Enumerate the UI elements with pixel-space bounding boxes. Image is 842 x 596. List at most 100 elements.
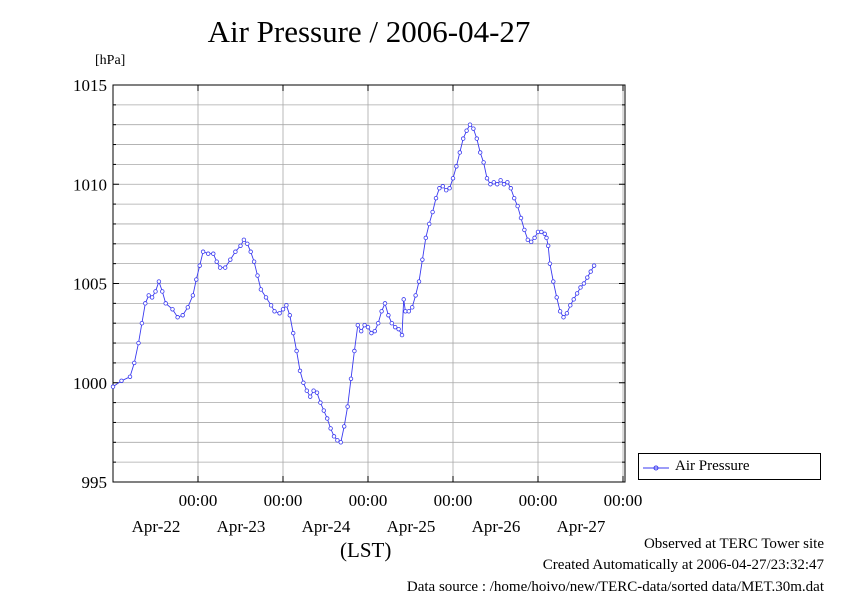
data-point (437, 186, 442, 191)
data-point (464, 128, 469, 133)
data-point (136, 340, 141, 346)
data-point (399, 332, 405, 338)
x-tick-time-label: 00:00 (264, 491, 303, 510)
data-point (318, 400, 323, 405)
x-tick-time-label: 00:00 (434, 491, 473, 510)
data-point (180, 313, 185, 318)
data-point (263, 295, 269, 300)
x-tick-date-label: Apr-23 (217, 517, 266, 536)
data-point (571, 297, 576, 302)
x-tick-time-label: 00:00 (349, 491, 388, 510)
data-point (228, 257, 233, 262)
data-point (248, 249, 253, 254)
data-point (348, 376, 354, 381)
footer-created-note: Created Automatically at 2006-04-27/23:3… (542, 557, 824, 573)
data-point (457, 150, 462, 155)
data-point (325, 416, 330, 421)
data-point (564, 311, 570, 316)
chart-title: Air Pressure / 2006-04-27 (207, 14, 531, 49)
data-point (345, 404, 350, 409)
data-point (190, 293, 196, 298)
legend-line-marker-icon (643, 465, 669, 471)
data-point (498, 178, 503, 183)
data-point (505, 180, 510, 185)
y-tick-label: 1000 (73, 374, 107, 393)
data-point (372, 328, 377, 334)
y-tick-label: 1005 (73, 275, 107, 294)
data-point (588, 269, 593, 274)
axis-ticks: 995 1000 1005 1010 1015 00:00 Apr-22 00:00 Apr-2… (73, 76, 642, 536)
data-point (205, 251, 211, 256)
data-point (163, 301, 168, 306)
data-point (304, 388, 309, 393)
data-point (153, 289, 158, 294)
data-point (233, 249, 238, 254)
data-point (359, 328, 364, 334)
data-point (481, 160, 486, 165)
data-point (508, 186, 513, 191)
data-point (308, 394, 313, 399)
data-point (291, 330, 296, 336)
data-point (423, 235, 428, 241)
data-point (214, 259, 219, 264)
data-point (277, 311, 282, 316)
data-point (471, 126, 476, 131)
data-point (342, 424, 347, 429)
legend-label: Air Pressure (675, 458, 750, 474)
data-point (440, 184, 445, 189)
data-point (284, 303, 289, 308)
data-point (297, 368, 303, 374)
data-point (376, 321, 381, 326)
x-tick-date-label: Apr-26 (472, 517, 521, 536)
data-point (369, 330, 374, 336)
data-point (591, 263, 597, 268)
data-point (197, 263, 202, 268)
data-point (581, 281, 587, 286)
data-point (522, 227, 527, 233)
data-point (241, 237, 247, 243)
x-tick-date-label: Apr-27 (557, 517, 606, 536)
data-point (280, 307, 286, 312)
data-point (501, 182, 507, 187)
data-point (175, 315, 180, 320)
data-point (160, 289, 165, 294)
data-point (518, 215, 524, 221)
data-point (365, 324, 371, 330)
x-tick-time-label: 00:00 (604, 491, 643, 510)
data-point (551, 279, 556, 284)
data-point (447, 186, 452, 191)
data-point (544, 235, 549, 241)
data-point (420, 257, 425, 262)
data-point (430, 209, 435, 215)
data-point (119, 378, 124, 383)
x-tick-date-label: Apr-25 (387, 517, 436, 536)
data-point (467, 122, 473, 127)
data-point (444, 188, 449, 193)
data-point (139, 321, 145, 326)
data-point (211, 251, 216, 256)
data-point (143, 301, 148, 306)
data-point (170, 307, 175, 312)
data-point (413, 293, 418, 298)
data-point (272, 309, 277, 314)
y-tick-label: 1010 (73, 175, 107, 194)
data-point (110, 384, 116, 389)
data-point (132, 360, 137, 366)
data-point (525, 237, 530, 243)
data-point (379, 309, 384, 314)
data-point (488, 182, 493, 187)
data-point (194, 277, 199, 282)
data-point (474, 136, 479, 141)
x-tick-date-label: Apr-22 (132, 517, 181, 536)
data-point (355, 322, 360, 328)
data-point (238, 243, 243, 248)
data-point (251, 259, 257, 264)
x-axis-label: (LST) (340, 538, 392, 562)
data-point (484, 176, 490, 181)
data-point (585, 275, 590, 280)
data-point (352, 348, 357, 354)
data-point (338, 440, 343, 445)
data-point (393, 324, 398, 330)
footer-site-note: Observed at TERC Tower site (643, 536, 824, 552)
